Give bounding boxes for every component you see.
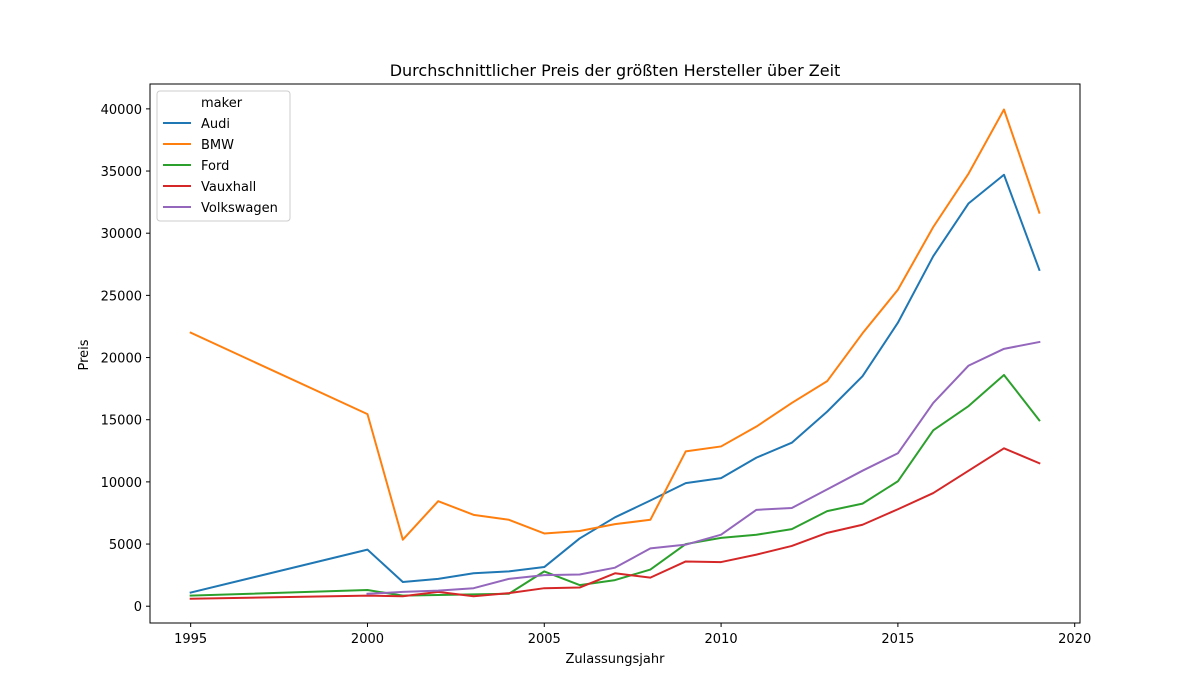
legend: maker Audi BMW Ford Vauxhall Volkswagen [156,90,291,222]
y-tick-label: 15000 [101,414,142,429]
legend-label-bmw: BMW [201,138,234,153]
series-line-volkswagen [366,340,1041,595]
x-tick-label: 1995 [174,632,207,647]
y-tick-label: 25000 [101,289,142,304]
y-tick-label: 20000 [101,352,142,367]
x-tick-label: 2000 [351,632,384,647]
x-tick-label: 2015 [881,632,914,647]
y-tick-label: 0 [134,600,142,615]
y-axis-label: Preis [77,339,92,370]
y-tick-label: 5000 [109,538,142,553]
y-tick-label: 35000 [101,165,142,180]
series-layer [189,108,1041,600]
series-line-audi [189,173,1041,594]
legend-label-vauxhall: Vauxhall [201,180,256,195]
x-axis: 1995 2000 2005 2010 2015 2020 [174,623,1091,647]
legend-label-ford: Ford [201,159,229,174]
y-tick-label: 30000 [101,227,142,242]
y-tick-label: 10000 [101,476,142,491]
chart-title: Durchschnittlicher Preis der größten Her… [390,61,841,80]
series-line-bmw [189,108,1041,541]
x-tick-label: 2005 [528,632,561,647]
legend-label-audi: Audi [201,117,230,132]
x-tick-label: 2020 [1058,632,1091,647]
x-axis-label: Zulassungsjahr [566,652,666,667]
x-tick-label: 2010 [705,632,738,647]
y-tick-label: 40000 [101,103,142,118]
y-axis: 0 5000 10000 15000 20000 25000 30000 35000 40000 [101,103,150,615]
series-line-vauxhall [189,447,1041,600]
legend-label-volkswagen: Volkswagen [201,201,278,216]
plot-frame [149,83,1081,624]
legend-title: maker [201,96,243,111]
